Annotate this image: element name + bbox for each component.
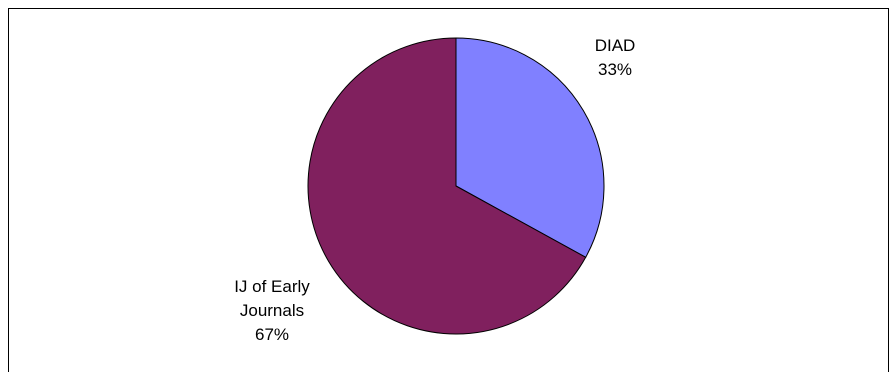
pie-slice-0 — [455, 37, 605, 258]
slice-percent-label: 33% — [598, 60, 632, 79]
slices-layer — [307, 37, 605, 335]
slice-label-0: DIAD 33% — [595, 36, 636, 79]
slice-label-line: Journals — [240, 301, 304, 320]
slice-label-line: DIAD — [595, 36, 636, 55]
pie-slice-1 — [307, 37, 587, 335]
slice-label-1: IJ of Early Journals 67% — [234, 277, 310, 344]
slice-label-line: IJ of Early — [234, 277, 310, 296]
slice-percent-label: 67% — [255, 325, 289, 344]
labels-layer: DIAD 33% IJ of Early Journals 67% — [234, 36, 635, 344]
